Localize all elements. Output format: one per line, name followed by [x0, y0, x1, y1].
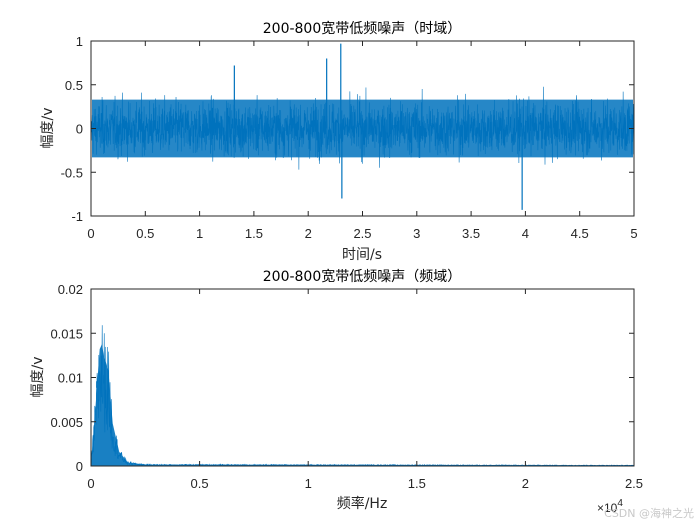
time-ytick-label: -0.5 — [61, 165, 83, 180]
freq-xtick-label: 0 — [87, 476, 94, 491]
freq-ytick-label: 0 — [76, 459, 83, 474]
frequency-domain-axes-box — [90, 288, 635, 467]
subplot-time-domain: 200-800宽带低频噪声（时域） 0 0.5 1 1.5 2 2.5 3 3.5 4 4.5 5 … — [40, 20, 638, 263]
frequency-domain-ylabel: 幅度/v — [30, 356, 46, 397]
time-xtick-label: 0 — [87, 226, 94, 241]
time-xtick-label: 2.5 — [353, 226, 371, 241]
time-xtick-label: 1 — [196, 226, 203, 241]
time-ytick-label: -1 — [71, 209, 83, 224]
freq-ytick-label: 0.005 — [50, 415, 83, 430]
time-ytick-label: 0.5 — [65, 78, 83, 93]
time-xtick-label: 0.5 — [136, 226, 154, 241]
time-domain-xlabel: 时间/s — [342, 247, 382, 263]
x-exponent-base: ×10 — [597, 501, 618, 515]
freq-xtick-label: 1 — [305, 476, 312, 491]
frequency-domain-xlabel: 频率/Hz — [337, 495, 388, 512]
x-exponent-label: ×104 — [597, 498, 623, 515]
freq-xtick-label: 2.5 — [625, 476, 643, 491]
time-xtick-label: 4.5 — [571, 226, 589, 241]
freq-ytick-label: 0.015 — [50, 326, 83, 341]
freq-ytick-label: 0.01 — [58, 371, 83, 386]
subplot-frequency-domain: 200-800宽带低频噪声（频域） 0 0.5 1 1.5 2 2.5 0 0.005 0.0… — [30, 268, 643, 515]
frequency-domain-spectrum — [91, 325, 634, 466]
freq-xtick-label: 1.5 — [408, 476, 426, 491]
time-domain-y-ticks: -1 -0.5 0 0.5 1 — [61, 34, 634, 224]
time-domain-noise-core — [92, 99, 633, 158]
watermark: CSDN @海神之光 — [604, 507, 694, 520]
time-domain-ylabel: 幅度/v — [40, 107, 56, 148]
time-ytick-label: 1 — [76, 34, 83, 49]
time-domain-signal — [91, 43, 634, 210]
time-xtick-label: 4 — [522, 226, 529, 241]
freq-ytick-label: 0.02 — [58, 282, 83, 297]
x-exponent-power: 4 — [617, 498, 623, 509]
time-xtick-label: 3 — [413, 226, 420, 241]
freq-xtick-label: 0.5 — [191, 476, 209, 491]
frequency-domain-spectrum-line — [91, 325, 634, 466]
time-xtick-label: 5 — [630, 226, 637, 241]
time-ytick-label: 0 — [76, 122, 83, 137]
time-xtick-label: 1.5 — [245, 226, 263, 241]
frequency-domain-spectrum-fill — [91, 344, 634, 466]
freq-xtick-label: 2 — [522, 476, 529, 491]
frequency-domain-x-ticks: 0 0.5 1 1.5 2 2.5 — [87, 289, 643, 491]
time-xtick-label: 3.5 — [462, 226, 480, 241]
time-domain-title: 200-800宽带低频噪声（时域） — [263, 20, 462, 37]
frequency-domain-y-ticks: 0 0.005 0.01 0.015 0.02 — [50, 282, 634, 474]
frequency-domain-title: 200-800宽带低频噪声（频域） — [263, 268, 462, 285]
time-domain-x-ticks: 0 0.5 1 1.5 2 2.5 3 3.5 4 4.5 5 — [87, 41, 638, 241]
time-xtick-label: 2 — [305, 226, 312, 241]
